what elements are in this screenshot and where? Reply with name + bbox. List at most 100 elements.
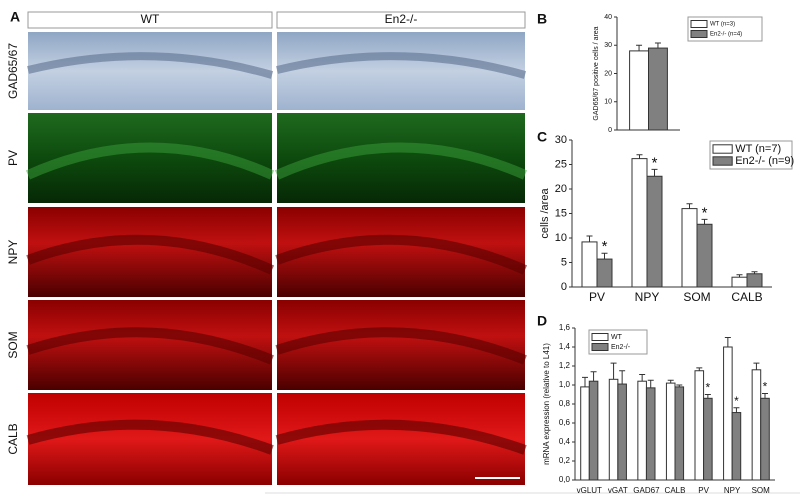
bar — [648, 47, 668, 131]
error-bar — [733, 407, 740, 413]
error-bar — [736, 274, 743, 278]
error-bar — [636, 154, 643, 159]
panel-letter: C — [537, 129, 547, 145]
bar — [588, 380, 599, 481]
panel-letter: B — [537, 11, 547, 27]
y-tick-label: 10 — [555, 232, 567, 244]
bar — [608, 378, 619, 481]
y-tick-label: 15 — [555, 207, 567, 219]
error-bar — [724, 337, 731, 347]
error-bar — [696, 367, 703, 371]
error-bar — [619, 370, 626, 385]
y-tick-label: 0,0 — [559, 475, 571, 484]
bar — [751, 369, 762, 481]
error-bar — [639, 374, 646, 382]
bar — [723, 346, 733, 481]
y-tick-label: 20 — [604, 70, 612, 77]
y-axis-label: GAD65/67 positive cells / area — [593, 26, 600, 120]
column-header: WT — [141, 12, 160, 26]
bar — [681, 208, 698, 288]
row-label: NPY — [6, 240, 20, 265]
bar — [580, 386, 590, 481]
bar — [629, 50, 649, 131]
bar — [731, 276, 748, 288]
y-tick-label: 0,6 — [559, 418, 571, 427]
micrograph — [28, 32, 272, 110]
y-tick-label: 40 — [604, 14, 612, 21]
row-label: SOM — [6, 331, 20, 358]
panel-a: A WT En2-/- GAD65/67 PV NPY SOM CALB — [6, 9, 528, 485]
x-tick-label: SOM — [752, 486, 771, 495]
bar — [665, 382, 676, 481]
bar — [746, 273, 763, 288]
y-tick-label: 25 — [555, 158, 567, 170]
significance-mark: * — [763, 380, 768, 394]
row-label: CALB — [6, 423, 20, 454]
y-tick-label: 1,6 — [559, 323, 571, 332]
bar — [760, 397, 770, 481]
tissue-band — [26, 234, 528, 455]
micrograph — [277, 32, 525, 110]
bar — [646, 175, 663, 288]
y-tick-label: 30 — [555, 134, 567, 146]
x-tick-label: vGAT — [608, 486, 628, 495]
bar — [696, 223, 713, 288]
error-bar — [676, 384, 683, 387]
bar — [703, 397, 713, 481]
row-label: PV — [6, 150, 20, 166]
y-tick-label: 10 — [604, 99, 612, 106]
x-tick-label: PV — [698, 486, 709, 495]
column-header-box — [276, 11, 526, 29]
y-tick-label: 0 — [608, 127, 612, 134]
bar — [674, 386, 685, 481]
y-tick-label: 1,4 — [559, 342, 571, 351]
y-tick-label: 0,4 — [559, 437, 571, 446]
error-bar — [762, 393, 768, 399]
x-tick-label: CALB — [665, 486, 686, 495]
column-header-box — [27, 11, 273, 29]
legend-label: WT — [611, 334, 623, 341]
tissue-band — [27, 52, 527, 79]
bar — [645, 387, 656, 481]
error-bar — [582, 376, 588, 387]
y-tick-label: 20 — [555, 183, 567, 195]
error-bar — [651, 168, 658, 177]
bar — [694, 370, 705, 481]
y-tick-label: 0 — [561, 281, 567, 293]
error-bar — [751, 271, 758, 274]
bar — [581, 241, 598, 288]
error-bar — [586, 235, 593, 242]
error-bar — [601, 252, 608, 260]
row-label: GAD65/67 — [6, 43, 20, 99]
legend-label: En2-/- — [611, 344, 631, 351]
y-tick-label: 0,8 — [559, 399, 571, 408]
significance-mark: * — [706, 381, 711, 395]
x-tick-label: PV — [589, 290, 605, 304]
y-tick-label: 30 — [604, 42, 612, 49]
y-tick-label: 1,0 — [559, 380, 571, 389]
bar — [637, 380, 647, 481]
error-bar — [636, 44, 643, 51]
error-bar — [753, 362, 760, 370]
error-bar — [647, 379, 654, 388]
y-axis-label: cells /area — [539, 188, 551, 239]
error-bar — [667, 379, 674, 384]
y-tick-label: 5 — [561, 256, 567, 268]
x-tick-label: GAD67 — [633, 486, 660, 495]
bar — [731, 412, 742, 481]
error-bar — [610, 362, 617, 380]
x-tick-label: vGLUT — [577, 486, 602, 495]
tissue-band — [25, 142, 528, 180]
y-axis-label: mRNA expression (relative to L41) — [542, 343, 551, 465]
legend-swatch — [591, 343, 609, 351]
error-bar — [686, 203, 693, 209]
legend-swatch — [591, 333, 609, 341]
y-tick-label: 1,2 — [559, 361, 571, 370]
column-header: En2-/- — [385, 12, 418, 26]
x-tick-label: NPY — [635, 290, 660, 304]
legend-label: En2-/- (n=4) — [710, 32, 742, 38]
legend-label: WT (n=7) — [735, 143, 781, 155]
error-bar — [590, 371, 597, 382]
error-bar — [654, 42, 661, 49]
